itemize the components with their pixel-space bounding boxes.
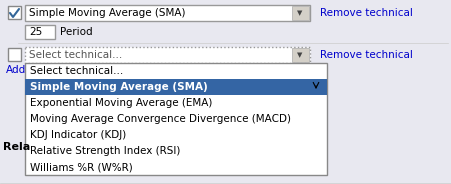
- Text: Simple Moving Average (SMA): Simple Moving Average (SMA): [30, 82, 208, 92]
- Text: Add: Add: [6, 65, 26, 75]
- FancyBboxPatch shape: [25, 5, 310, 21]
- Text: Exponential Moving Average (EMA): Exponential Moving Average (EMA): [30, 98, 212, 108]
- Text: KDJ Indicator (KDJ): KDJ Indicator (KDJ): [30, 130, 126, 140]
- FancyBboxPatch shape: [8, 48, 21, 61]
- Text: Rela: Rela: [3, 142, 30, 152]
- FancyBboxPatch shape: [8, 6, 21, 19]
- FancyBboxPatch shape: [25, 79, 327, 95]
- FancyBboxPatch shape: [292, 48, 309, 62]
- Text: Moving Average Convergence Divergence (MACD): Moving Average Convergence Divergence (M…: [30, 114, 291, 124]
- Text: 25: 25: [29, 27, 42, 37]
- Text: ▼: ▼: [297, 52, 303, 58]
- Text: Select technical...: Select technical...: [29, 50, 122, 60]
- Text: Period: Period: [60, 27, 92, 37]
- FancyBboxPatch shape: [25, 63, 327, 175]
- FancyBboxPatch shape: [25, 47, 310, 63]
- Text: ▼: ▼: [297, 10, 303, 16]
- FancyBboxPatch shape: [292, 6, 309, 20]
- Text: Remove technical: Remove technical: [320, 50, 413, 60]
- Text: Remove technical: Remove technical: [320, 8, 413, 18]
- Text: Simple Moving Average (SMA): Simple Moving Average (SMA): [29, 8, 185, 18]
- Text: Relative Strength Index (RSI): Relative Strength Index (RSI): [30, 146, 180, 156]
- Text: Select technical...: Select technical...: [30, 66, 123, 76]
- Text: Williams %R (W%R): Williams %R (W%R): [30, 162, 133, 172]
- FancyBboxPatch shape: [25, 25, 55, 39]
